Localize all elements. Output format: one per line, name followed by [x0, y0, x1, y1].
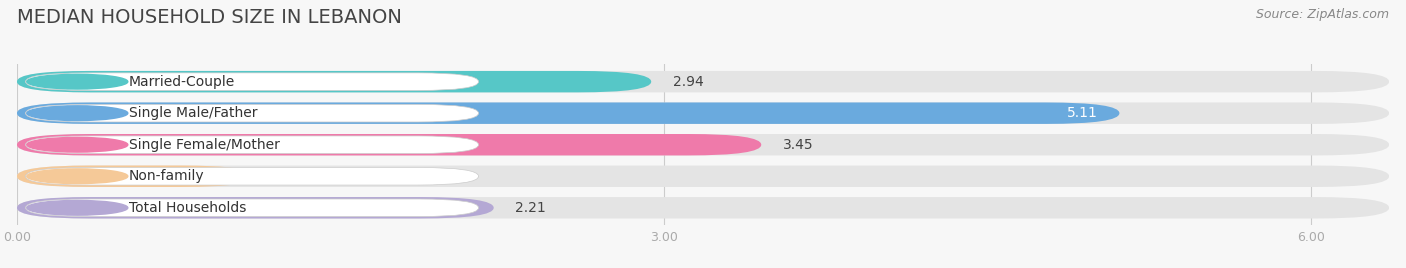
Text: Source: ZipAtlas.com: Source: ZipAtlas.com	[1256, 8, 1389, 21]
FancyBboxPatch shape	[17, 197, 494, 218]
Text: Total Households: Total Households	[129, 201, 246, 215]
Circle shape	[27, 74, 128, 89]
FancyBboxPatch shape	[25, 73, 478, 91]
Text: MEDIAN HOUSEHOLD SIZE IN LEBANON: MEDIAN HOUSEHOLD SIZE IN LEBANON	[17, 8, 402, 27]
FancyBboxPatch shape	[17, 134, 761, 155]
Circle shape	[27, 169, 128, 184]
FancyBboxPatch shape	[17, 197, 1389, 218]
FancyBboxPatch shape	[25, 199, 478, 217]
Text: 3.45: 3.45	[783, 138, 814, 152]
FancyBboxPatch shape	[25, 136, 478, 154]
Text: 2.94: 2.94	[673, 75, 703, 89]
FancyBboxPatch shape	[17, 166, 254, 187]
FancyBboxPatch shape	[17, 134, 1389, 155]
FancyBboxPatch shape	[17, 102, 1389, 124]
Text: Single Male/Father: Single Male/Father	[129, 106, 257, 120]
FancyBboxPatch shape	[17, 166, 1389, 187]
Circle shape	[27, 200, 128, 215]
Text: 5.11: 5.11	[1067, 106, 1098, 120]
Circle shape	[27, 106, 128, 121]
Text: Single Female/Mother: Single Female/Mother	[129, 138, 280, 152]
Text: Non-family: Non-family	[129, 169, 205, 183]
FancyBboxPatch shape	[17, 71, 651, 92]
FancyBboxPatch shape	[25, 105, 478, 122]
FancyBboxPatch shape	[25, 168, 478, 185]
Circle shape	[27, 137, 128, 152]
Text: Married-Couple: Married-Couple	[129, 75, 235, 89]
Text: 2.21: 2.21	[515, 201, 546, 215]
FancyBboxPatch shape	[17, 71, 1389, 92]
FancyBboxPatch shape	[17, 102, 1119, 124]
Text: 1.10: 1.10	[276, 169, 307, 183]
